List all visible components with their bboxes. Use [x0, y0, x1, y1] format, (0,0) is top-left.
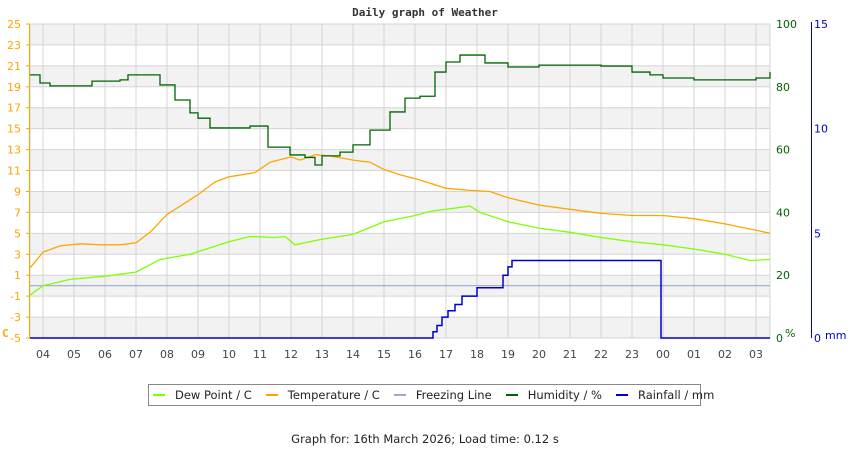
svg-text:01: 01	[687, 348, 701, 361]
svg-text:10: 10	[814, 123, 828, 136]
series-lines	[29, 54, 771, 339]
legend-swatch-icon	[615, 394, 628, 396]
legend-label: Rainfall / mm	[637, 388, 715, 402]
legend-label: Dew Point / C	[175, 388, 252, 402]
svg-text:06: 06	[98, 348, 112, 361]
rainfall-axis: 15 10 5 0 mm	[811, 18, 846, 345]
legend-label: Humidity / %	[527, 388, 602, 402]
svg-text:7: 7	[14, 206, 21, 219]
svg-text:17: 17	[439, 348, 453, 361]
legend-label: Temperature / C	[287, 388, 380, 402]
legend-item-rainfall-mm: Rainfall / mm	[615, 388, 715, 402]
rainfall-line	[30, 259, 770, 339]
svg-text:09: 09	[191, 348, 205, 361]
legend-swatch-icon	[153, 394, 165, 396]
svg-text:0: 0	[776, 332, 783, 345]
chart-title: Daily graph of Weather	[352, 6, 498, 19]
svg-text:10: 10	[222, 348, 236, 361]
svg-text:15: 15	[7, 123, 21, 136]
svg-text:-3: -3	[10, 311, 21, 324]
legend-swatch-icon	[505, 394, 518, 396]
svg-text:02: 02	[718, 348, 732, 361]
svg-text:40: 40	[776, 206, 790, 219]
svg-text:C: C	[2, 327, 9, 340]
svg-text:9: 9	[14, 185, 21, 198]
svg-text:00: 00	[656, 348, 670, 361]
svg-text:25: 25	[7, 18, 21, 31]
svg-text:23: 23	[625, 348, 639, 361]
svg-text:16: 16	[408, 348, 422, 361]
background-bands	[30, 24, 770, 338]
svg-text:19: 19	[7, 81, 21, 94]
temperature-axis: 25 23 21 19 17 15 13 11 9 7 5 3 1 -1 -3 -5C	[2, 18, 30, 345]
svg-text:13: 13	[315, 348, 329, 361]
svg-text:15: 15	[377, 348, 391, 361]
humidity-line	[30, 54, 771, 166]
svg-text:%: %	[785, 327, 795, 340]
legend-item-humidity: Humidity / %	[505, 388, 602, 402]
svg-text:0: 0	[814, 332, 821, 345]
svg-text:mm: mm	[825, 329, 846, 342]
svg-text:60: 60	[776, 144, 790, 157]
svg-text:20: 20	[532, 348, 546, 361]
svg-text:100: 100	[776, 18, 797, 31]
graph-footer: Graph for: 16th March 2026; Load time: 0…	[291, 432, 559, 446]
svg-text:5: 5	[14, 227, 21, 240]
svg-text:1: 1	[14, 269, 21, 282]
svg-text:13: 13	[7, 144, 21, 157]
svg-text:04: 04	[36, 348, 50, 361]
svg-text:20: 20	[776, 269, 790, 282]
svg-text:07: 07	[129, 348, 143, 361]
chart-legend: Dew Point / C Temperature / C Freezing Lin…	[148, 384, 714, 406]
humidity-axis: 100 80 60 40 20 0%	[776, 18, 797, 345]
svg-text:18: 18	[470, 348, 484, 361]
dew-point-line	[29, 205, 771, 296]
svg-text:14: 14	[346, 348, 360, 361]
legend-item-freezing-line: Freezing Line	[393, 388, 492, 402]
svg-text:3: 3	[14, 248, 21, 261]
svg-text:05: 05	[67, 348, 81, 361]
legend-item-dew-point-c: Dew Point / C	[153, 388, 252, 402]
svg-text:11: 11	[7, 165, 21, 178]
svg-text:11: 11	[253, 348, 267, 361]
time-axis: 04 05 06 07 08 09 10 11 12 13 14 15 16 17 18 19 20 21 22 23…	[36, 348, 763, 361]
svg-text:5: 5	[814, 227, 821, 240]
legend-swatch-icon	[393, 394, 406, 396]
svg-text:12: 12	[284, 348, 298, 361]
svg-text:80: 80	[776, 81, 790, 94]
svg-text:19: 19	[501, 348, 515, 361]
svg-text:21: 21	[7, 60, 21, 73]
svg-text:21: 21	[563, 348, 577, 361]
svg-text:22: 22	[594, 348, 608, 361]
svg-text:03: 03	[749, 348, 763, 361]
svg-text:08: 08	[160, 348, 174, 361]
svg-text:23: 23	[7, 39, 21, 52]
legend-item-temperature-c: Temperature / C	[265, 388, 380, 402]
svg-text:17: 17	[7, 102, 21, 115]
svg-text:15: 15	[814, 18, 828, 31]
legend-swatch-icon	[265, 394, 278, 396]
svg-text:-1: -1	[10, 290, 21, 303]
svg-text:-5: -5	[10, 332, 21, 345]
legend-label: Freezing Line	[415, 388, 492, 402]
